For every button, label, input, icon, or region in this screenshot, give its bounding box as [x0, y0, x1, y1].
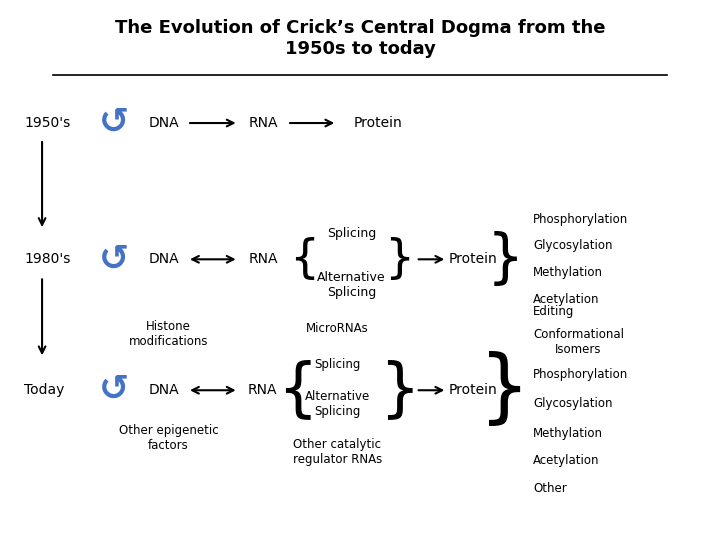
- Text: }: }: [379, 359, 420, 421]
- Text: Splicing: Splicing: [314, 358, 360, 371]
- Text: 1950's: 1950's: [24, 116, 71, 130]
- Text: Other: Other: [533, 482, 567, 495]
- Text: RNA: RNA: [249, 116, 279, 130]
- Text: 1980's: 1980's: [24, 252, 71, 266]
- Text: }: }: [384, 237, 414, 282]
- Text: Today: Today: [24, 383, 65, 397]
- Text: Glycosylation: Glycosylation: [533, 397, 613, 410]
- Text: Phosphorylation: Phosphorylation: [533, 368, 628, 381]
- Text: ↺: ↺: [99, 373, 129, 407]
- Text: ↺: ↺: [99, 242, 129, 276]
- Text: Methylation: Methylation: [533, 427, 603, 440]
- Text: RNA: RNA: [249, 252, 279, 266]
- Text: Other catalytic
regulator RNAs: Other catalytic regulator RNAs: [292, 438, 382, 465]
- Text: ↺: ↺: [99, 106, 129, 140]
- Text: Acetylation: Acetylation: [533, 454, 599, 467]
- Text: Glycosylation: Glycosylation: [533, 239, 613, 252]
- Text: RNA: RNA: [248, 383, 277, 397]
- Text: Alternative
Splicing: Alternative Splicing: [305, 390, 370, 417]
- Text: {: {: [289, 237, 320, 282]
- Text: Protein: Protein: [449, 383, 498, 397]
- Text: DNA: DNA: [148, 252, 179, 266]
- Text: The Evolution of Crick’s Central Dogma from the
1950s to today: The Evolution of Crick’s Central Dogma f…: [114, 19, 606, 58]
- Text: DNA: DNA: [148, 383, 179, 397]
- Text: Acetylation: Acetylation: [533, 293, 599, 306]
- Text: Conformational
Isomers: Conformational Isomers: [533, 328, 624, 356]
- Text: }: }: [487, 231, 523, 288]
- Text: Other epigenetic
factors: Other epigenetic factors: [119, 424, 218, 453]
- Text: Editing: Editing: [533, 305, 575, 318]
- Text: MicroRNAs: MicroRNAs: [306, 322, 369, 335]
- Text: Splicing: Splicing: [327, 227, 376, 240]
- Text: }: }: [480, 351, 531, 429]
- Text: {: {: [277, 359, 318, 421]
- Text: DNA: DNA: [148, 116, 179, 130]
- Text: Histone
modifications: Histone modifications: [129, 320, 208, 348]
- Text: Methylation: Methylation: [533, 266, 603, 279]
- Text: Protein: Protein: [449, 252, 498, 266]
- Text: Protein: Protein: [354, 116, 402, 130]
- Text: Alternative
Splicing: Alternative Splicing: [317, 271, 386, 299]
- Text: Phosphorylation: Phosphorylation: [533, 213, 628, 226]
